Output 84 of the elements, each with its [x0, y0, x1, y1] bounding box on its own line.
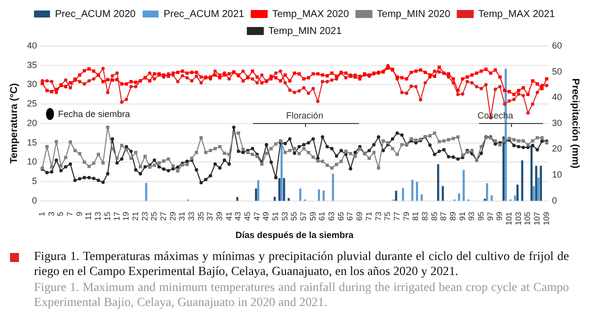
y2-tick-label: 30: [552, 118, 562, 128]
x-tick-label: 61: [318, 211, 327, 221]
y2-tick-label: 20: [552, 144, 562, 154]
x-tick-label: 109: [542, 211, 551, 226]
x-tick-label: 15: [102, 211, 112, 221]
x-tick-label: 69: [355, 211, 364, 221]
x-tick-label: 13: [94, 211, 103, 221]
x-tick-label: 91: [458, 211, 467, 221]
x-tick-label: 11: [84, 211, 94, 220]
x-tick-label: 31: [178, 211, 187, 221]
x-tick-label: 45: [243, 211, 252, 221]
x-tick-label: 95: [476, 211, 486, 221]
y2-tick-label: 40: [552, 92, 562, 102]
annotation: Fecha de siembra: [58, 108, 130, 119]
x-tick-label: 57: [299, 211, 308, 221]
x-tick-label: 77: [392, 211, 402, 221]
x-tick-label: 25: [150, 211, 159, 221]
x-tick-label: 5: [56, 211, 66, 216]
x-tick-label: 35: [196, 211, 206, 221]
legend-label: Prec_ACUM 2021: [164, 8, 245, 20]
x-tick-label: 37: [206, 211, 215, 221]
x-tick-label: 105: [523, 211, 532, 226]
y2-tick-label: 50: [552, 66, 562, 76]
y-tick-label: 30: [26, 79, 38, 90]
x-tick-label: 101: [504, 211, 514, 226]
legend-label: Temp_MAX 2020: [272, 8, 350, 20]
x-tick-label: 33: [186, 211, 196, 221]
x-tick-label: 51: [271, 211, 280, 221]
annotation: Floración: [286, 110, 324, 120]
x-tick-label: 1: [38, 211, 47, 216]
legend-label: Temp_MIN 2020: [376, 8, 451, 20]
y2-axis-title: Precipitación (mm): [569, 78, 580, 168]
x-tick-label: 55: [290, 211, 299, 221]
y-axis-title: Temperatura (°C): [8, 83, 20, 164]
y-tick-label: 15: [26, 137, 38, 148]
x-axis-title: Días después de la siembra: [235, 230, 355, 240]
text: Figura 1. Temperaturas máximas y mínimas y precipitación pluvial durante el ciclo del cultivo de frijol de riego en el Campo Experimental Bajío, Celaya, Guanajuato, en los años 2020 y 2021.: [34, 249, 569, 279]
x-tick-label: 29: [168, 211, 178, 221]
legend-label: Temp_MIN 2021: [268, 26, 342, 37]
y-tick-label: 20: [26, 118, 38, 128]
legend-label: Temp_MAX 2021: [478, 8, 556, 20]
x-tick-label: 47: [252, 211, 262, 221]
x-tick-label: 3: [46, 211, 56, 216]
x-tick-label: 89: [448, 211, 458, 221]
x-tick-label: 23: [140, 211, 150, 221]
x-tick-label: 71: [364, 211, 374, 221]
x-tick-label: 53: [280, 211, 290, 221]
x-tick-label: 103: [514, 211, 523, 226]
x-tick-label: 97: [486, 211, 495, 221]
x-tick-label: 81: [411, 211, 420, 221]
y-tick-label: 25: [26, 98, 38, 109]
x-tick-label: 43: [234, 211, 243, 221]
x-tick-label: 67: [346, 211, 355, 221]
x-tick-label: 87: [439, 211, 448, 221]
x-tick-label: 9: [74, 211, 84, 216]
y-tick-label: 40: [26, 40, 38, 50]
legend-label: Prec_ACUM 2020: [55, 8, 136, 20]
y-tick-label: 5: [32, 176, 38, 186]
x-tick-label: 75: [383, 211, 392, 221]
x-tick-label: 21: [130, 211, 140, 221]
x-tick-label: 17: [112, 211, 122, 221]
x-tick-label: 107: [532, 211, 542, 226]
x-tick-label: 59: [308, 211, 318, 221]
y-tick-label: 35: [26, 60, 38, 70]
x-tick-label: 7: [66, 211, 75, 216]
x-tick-label: 65: [336, 211, 346, 221]
y2-tick-label: 0: [552, 195, 558, 206]
x-tick-label: 93: [467, 211, 476, 221]
x-tick-label: 49: [262, 211, 271, 221]
x-tick-label: 85: [430, 211, 439, 221]
y2-tick-label: 60: [552, 40, 562, 50]
x-tick-label: 79: [402, 211, 411, 221]
x-tick-label: 99: [495, 211, 504, 221]
x-tick-label: 83: [420, 211, 430, 221]
x-tick-label: 27: [158, 211, 168, 221]
x-tick-label: 39: [214, 211, 224, 221]
x-tick-label: 63: [327, 211, 336, 221]
x-tick-label: 73: [374, 211, 383, 221]
x-tick-label: 41: [224, 211, 234, 221]
y-tick-label: 0: [32, 195, 38, 206]
y-tick-label: 10: [26, 156, 38, 167]
y2-tick-label: 10: [552, 170, 562, 180]
x-tick-label: 19: [122, 211, 131, 221]
caption: Figure 1. Maximum and minimum temperatures and rainfall during the irrigated bean crop cycle at Campo Experimental Bajio, Celaya, Guanajuato in 2020 and 2021.: [34, 280, 569, 310]
